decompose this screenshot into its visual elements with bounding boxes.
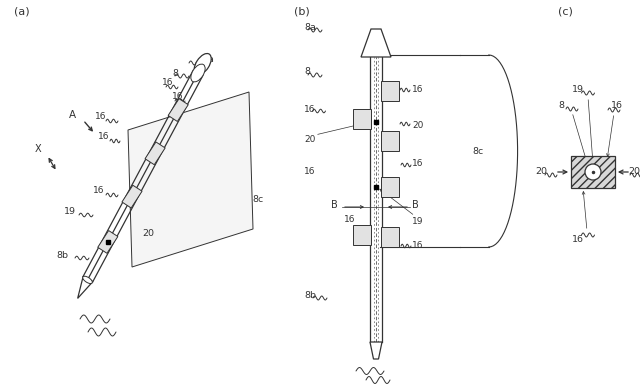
Bar bbox=[381, 227, 399, 247]
Text: X: X bbox=[35, 144, 42, 154]
Text: 8c: 8c bbox=[252, 195, 263, 204]
Text: 20: 20 bbox=[535, 168, 547, 176]
Text: 19: 19 bbox=[572, 84, 584, 94]
Text: 8: 8 bbox=[172, 70, 178, 79]
Polygon shape bbox=[122, 185, 142, 208]
Text: 16: 16 bbox=[93, 186, 104, 195]
Text: 16: 16 bbox=[95, 112, 106, 121]
Text: (a): (a) bbox=[14, 7, 29, 17]
Bar bbox=[381, 177, 399, 197]
Text: 19: 19 bbox=[412, 217, 424, 226]
Polygon shape bbox=[370, 342, 382, 359]
Bar bbox=[353, 225, 371, 245]
Text: 16: 16 bbox=[412, 84, 424, 94]
Text: 8: 8 bbox=[558, 101, 564, 110]
Text: 16: 16 bbox=[162, 78, 173, 87]
Text: (c): (c) bbox=[558, 7, 573, 17]
Text: 8a: 8a bbox=[202, 55, 214, 63]
Text: (b): (b) bbox=[294, 7, 310, 17]
Text: B: B bbox=[412, 200, 419, 210]
Polygon shape bbox=[361, 29, 391, 57]
Ellipse shape bbox=[191, 64, 205, 82]
Text: 16: 16 bbox=[344, 214, 355, 224]
Ellipse shape bbox=[83, 276, 92, 284]
Bar bbox=[381, 81, 399, 101]
Text: 20: 20 bbox=[412, 120, 424, 130]
Ellipse shape bbox=[194, 53, 211, 75]
Text: 20: 20 bbox=[628, 168, 640, 176]
Text: 16: 16 bbox=[304, 104, 316, 113]
Bar bbox=[353, 109, 371, 129]
Text: 20: 20 bbox=[142, 229, 154, 238]
Text: 19: 19 bbox=[64, 207, 76, 216]
Polygon shape bbox=[128, 92, 253, 267]
Text: 8: 8 bbox=[304, 67, 310, 77]
Polygon shape bbox=[77, 276, 93, 298]
Text: 16: 16 bbox=[97, 132, 109, 141]
Bar bbox=[571, 156, 615, 188]
Text: 8b: 8b bbox=[56, 250, 68, 260]
Text: 16: 16 bbox=[304, 168, 316, 176]
Text: A: A bbox=[68, 110, 76, 120]
Polygon shape bbox=[98, 231, 118, 253]
Text: B: B bbox=[332, 200, 338, 210]
Text: 8c: 8c bbox=[472, 147, 483, 156]
Text: 16: 16 bbox=[412, 240, 424, 250]
Polygon shape bbox=[145, 142, 165, 165]
Text: 8a: 8a bbox=[304, 22, 316, 31]
Text: 8b: 8b bbox=[304, 291, 316, 300]
Text: 16: 16 bbox=[572, 235, 584, 243]
Bar bbox=[381, 131, 399, 151]
Text: 16: 16 bbox=[412, 159, 424, 168]
Text: 20: 20 bbox=[304, 135, 316, 144]
Text: 16: 16 bbox=[611, 101, 623, 110]
Polygon shape bbox=[168, 99, 188, 122]
Text: 16: 16 bbox=[173, 106, 184, 115]
Circle shape bbox=[585, 164, 601, 180]
Text: 16: 16 bbox=[172, 92, 184, 101]
